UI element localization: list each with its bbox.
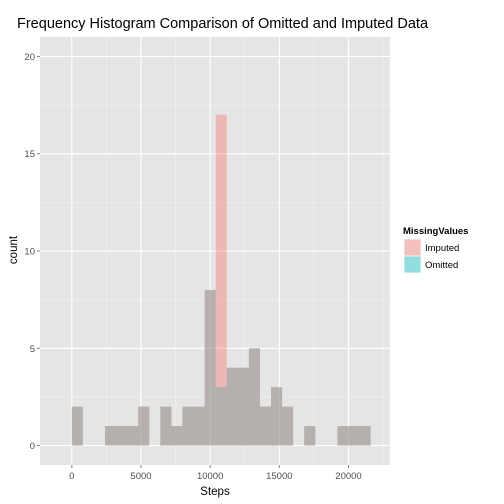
bar-omitted bbox=[226, 367, 238, 446]
y-tick-label: 15 bbox=[24, 149, 35, 160]
legend-key-imputed bbox=[404, 239, 421, 256]
legend-key-omitted bbox=[404, 256, 421, 273]
bar-imputed bbox=[193, 406, 205, 446]
bar-imputed bbox=[116, 426, 128, 446]
bar-imputed bbox=[215, 114, 227, 446]
bar-omitted bbox=[359, 426, 371, 446]
bar-omitted bbox=[105, 426, 117, 446]
bar-omitted bbox=[138, 406, 150, 446]
bar-imputed bbox=[138, 406, 150, 446]
legend-title: MissingValues bbox=[403, 226, 468, 237]
legend: MissingValues Imputed Omitted bbox=[403, 226, 468, 273]
bar-imputed bbox=[304, 426, 316, 446]
bar-imputed bbox=[271, 387, 283, 446]
chart-title: Frequency Histogram Comparison of Omitte… bbox=[17, 16, 429, 32]
y-tick-label: 10 bbox=[24, 247, 35, 258]
x-tick-label: 20000 bbox=[335, 471, 361, 482]
bar-imputed bbox=[248, 348, 260, 446]
bar-omitted bbox=[182, 406, 194, 446]
x-tick-label: 0 bbox=[69, 471, 74, 482]
bar-imputed bbox=[171, 426, 183, 446]
bar-omitted bbox=[304, 426, 316, 446]
bar-imputed bbox=[237, 367, 249, 446]
bar-omitted bbox=[71, 406, 83, 446]
bar-omitted bbox=[248, 348, 260, 446]
bar-imputed bbox=[105, 426, 117, 446]
bar-omitted bbox=[259, 406, 272, 446]
bar-omitted bbox=[127, 426, 139, 446]
bar-imputed bbox=[259, 406, 272, 446]
legend-label-imputed: Imputed bbox=[425, 243, 459, 254]
bar-omitted bbox=[160, 406, 172, 446]
grid-lines bbox=[40, 37, 390, 465]
legend-key-background bbox=[404, 256, 421, 273]
bar-omitted bbox=[204, 289, 216, 446]
bar-imputed bbox=[160, 406, 172, 446]
bar-imputed bbox=[282, 406, 294, 446]
legend-key-background bbox=[404, 239, 421, 256]
x-axis-title: Steps bbox=[200, 486, 230, 498]
bar-imputed bbox=[359, 426, 371, 446]
bar-imputed bbox=[71, 406, 83, 446]
bar-imputed bbox=[204, 289, 216, 446]
histogram-bars bbox=[71, 114, 371, 446]
bar-omitted bbox=[337, 426, 349, 446]
bar-omitted bbox=[116, 426, 128, 446]
bar-omitted bbox=[271, 387, 283, 446]
bar-imputed bbox=[348, 426, 360, 446]
y-axis: 0 5 10 15 20 bbox=[24, 52, 40, 452]
x-tick-label: 10000 bbox=[197, 471, 223, 482]
x-tick-label: 15000 bbox=[266, 471, 292, 482]
bar-imputed bbox=[182, 406, 194, 446]
y-tick-label: 5 bbox=[30, 344, 35, 355]
bar-omitted bbox=[193, 406, 205, 446]
bar-imputed bbox=[337, 426, 349, 446]
y-tick-label: 20 bbox=[24, 52, 35, 63]
bar-omitted bbox=[348, 426, 360, 446]
x-axis: 0 5000 10000 15000 20000 bbox=[69, 465, 362, 482]
legend-label-omitted: Omitted bbox=[425, 260, 458, 271]
y-axis-title: count bbox=[8, 235, 20, 264]
bar-omitted bbox=[282, 406, 294, 446]
bar-imputed bbox=[226, 367, 238, 446]
x-tick-label: 5000 bbox=[130, 471, 151, 482]
bar-omitted bbox=[215, 387, 227, 446]
bar-omitted bbox=[171, 426, 183, 446]
bar-imputed bbox=[127, 426, 139, 446]
y-tick-label: 0 bbox=[30, 441, 35, 452]
bar-omitted bbox=[237, 367, 249, 446]
